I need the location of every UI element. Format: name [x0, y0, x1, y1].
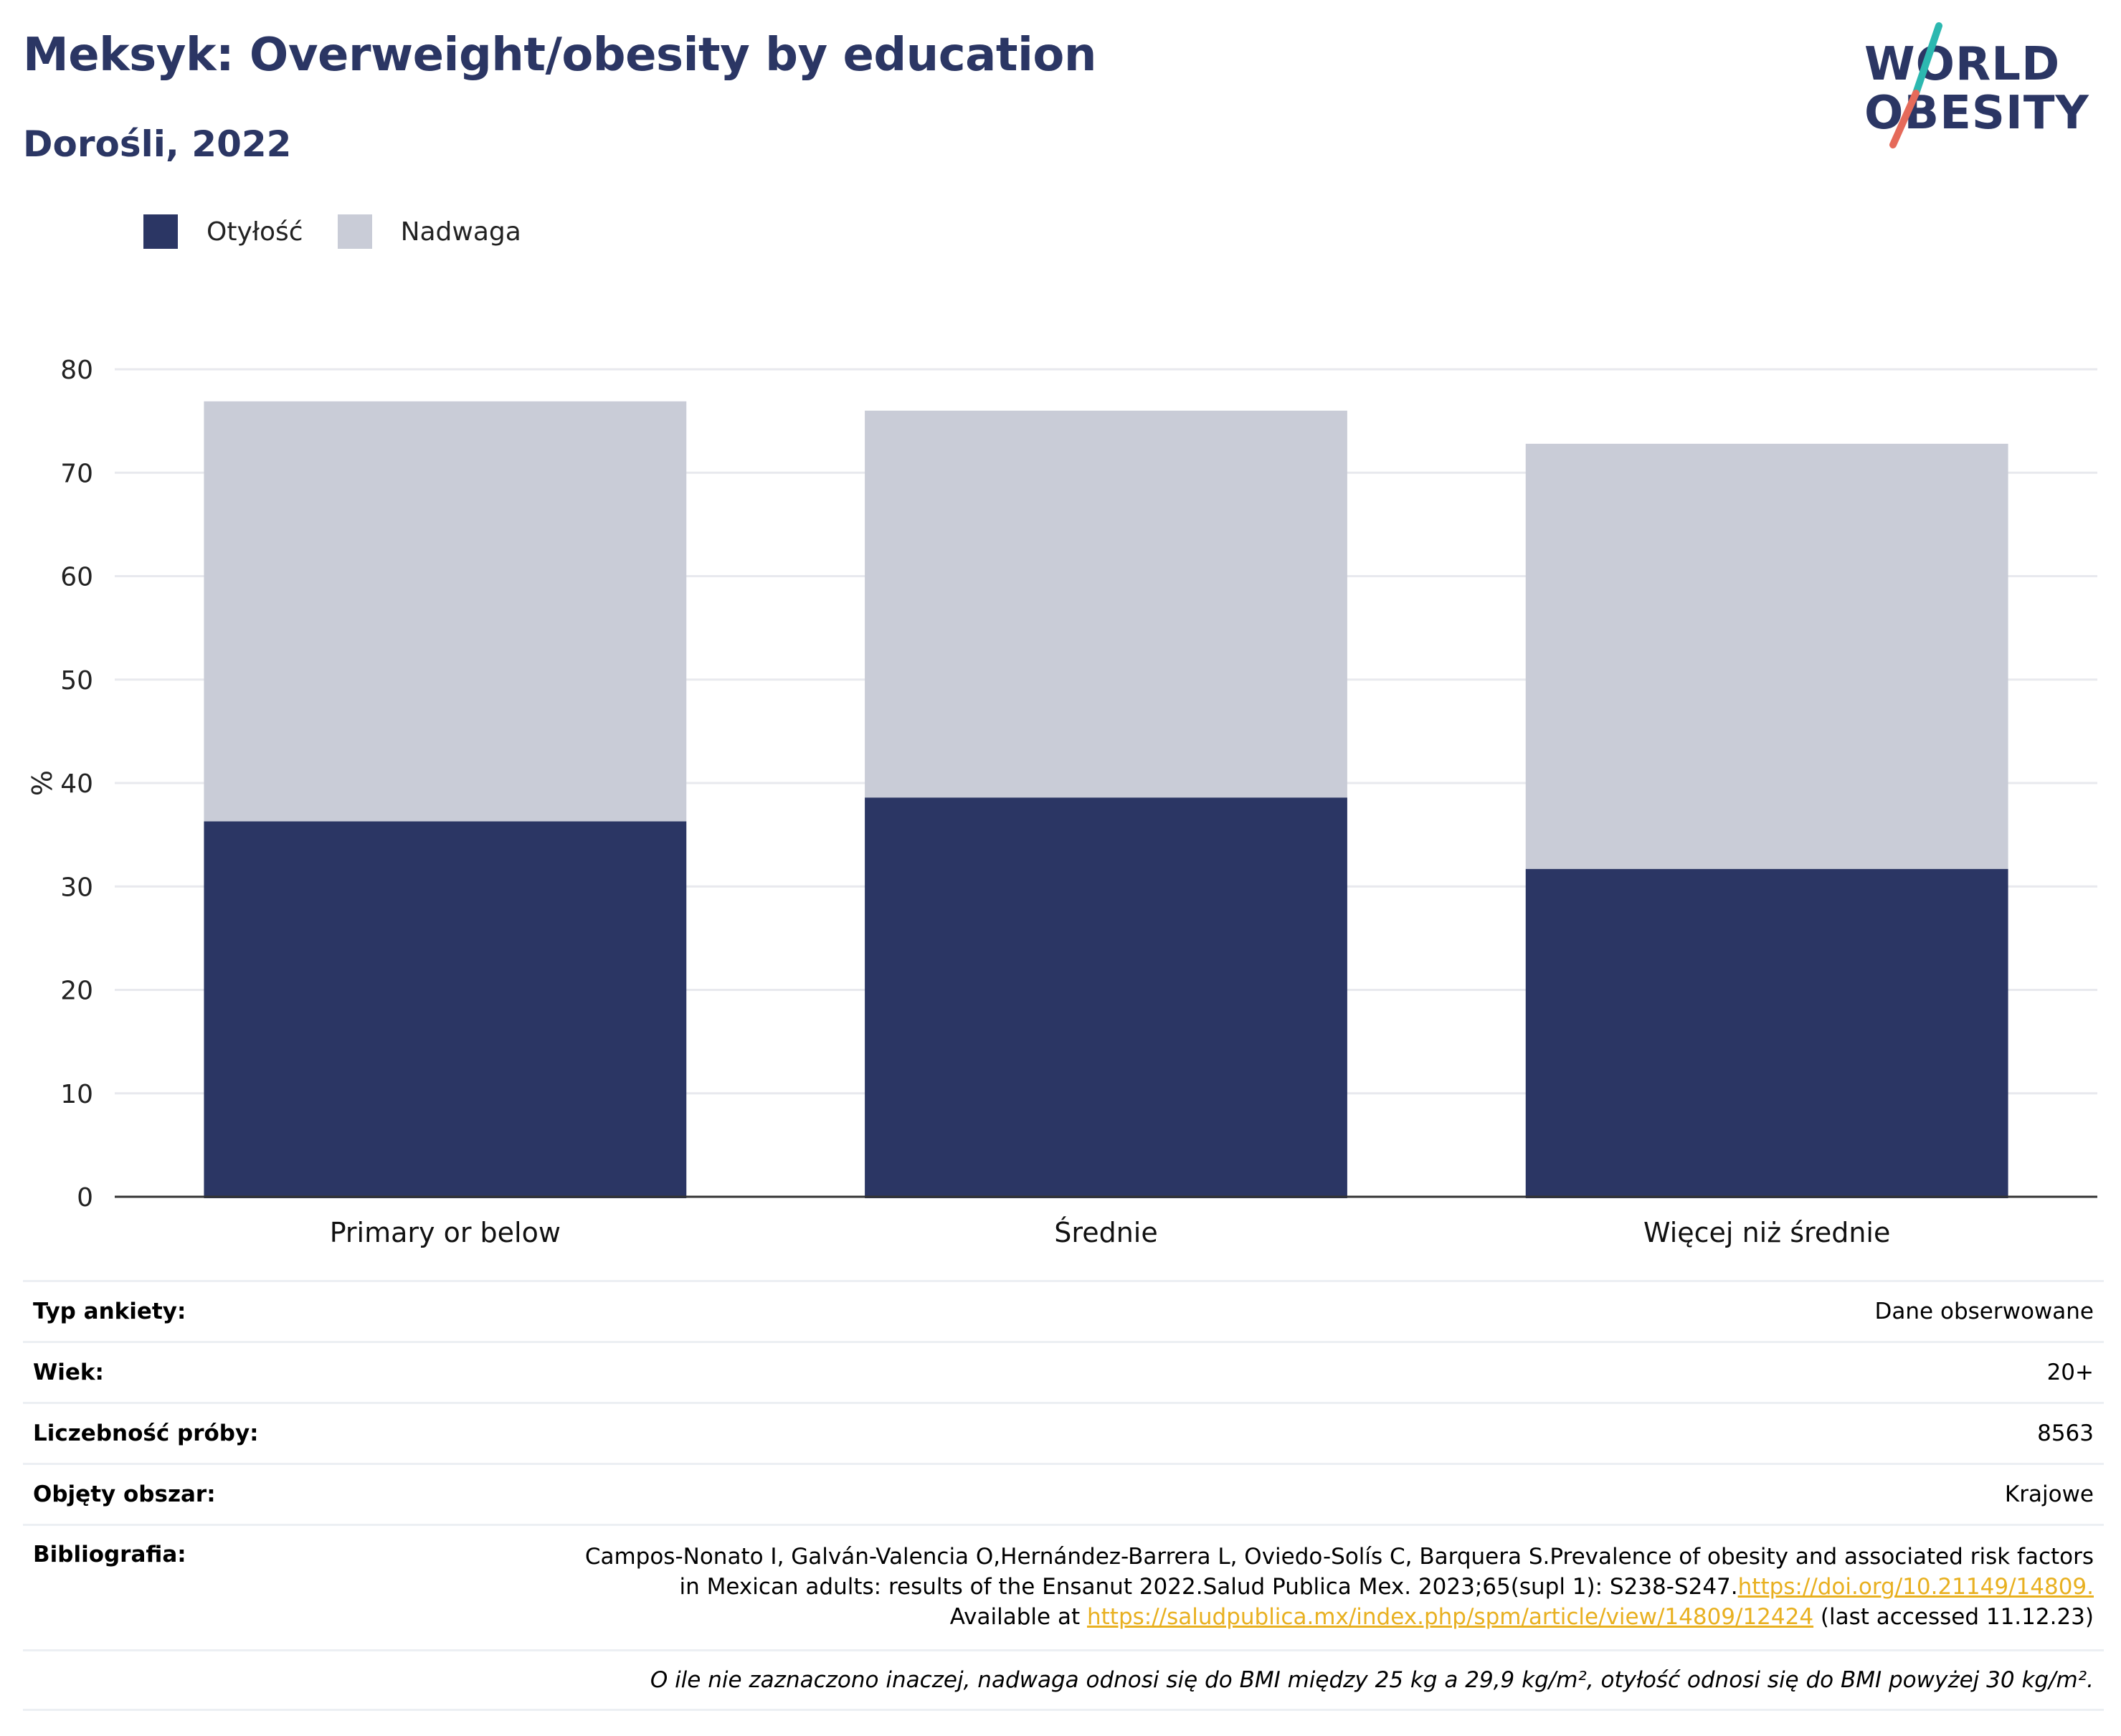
y-axis-label: %: [27, 770, 58, 796]
logo-letter: W: [1864, 38, 1916, 91]
legend-item-otylosc: Otyłość: [143, 214, 303, 249]
y-tick-label: 10: [60, 1080, 93, 1109]
last-accessed-text: (last accessed 11.12.23): [1813, 1604, 2094, 1630]
bmi-definition-note: O ile nie zaznaczono inaczej, nadwaga od…: [23, 1649, 2104, 1711]
bibliography-line-1: Campos-Nonato I, Galván-Valencia O,Herná…: [584, 1544, 2094, 1570]
page-subtitle: Dorośli, 2022: [23, 123, 292, 165]
info-table: Typ ankiety: Dane obserwowane Wiek: 20+ …: [23, 1280, 2104, 1711]
legend-item-nadwaga: Nadwaga: [337, 214, 521, 249]
info-row-survey-type: Typ ankiety: Dane obserwowane: [23, 1280, 2104, 1341]
source-link[interactable]: https://saludpublica.mx/index.php/spm/ar…: [1086, 1604, 1814, 1630]
stacked-bar-chart: 0 10 20 30 40 50 60 70 80% Primary or below Średni…: [27, 356, 2097, 1248]
info-key: Typ ankiety:: [33, 1299, 186, 1324]
info-key: Bibliografia:: [33, 1542, 186, 1567]
y-tick-label: 70: [60, 459, 93, 488]
bibliography-line-3: Available at https://saludpublica.mx/ind…: [585, 1602, 2094, 1632]
doi-link[interactable]: https://doi.org/10.21149/14809.: [1737, 1574, 2094, 1600]
available-at-text: Available at: [949, 1604, 1087, 1630]
logo-letter: RLD: [1955, 38, 2061, 91]
y-tick-label: 20: [60, 977, 93, 1006]
legend-swatch-otylosc: [143, 214, 178, 249]
info-value: Dane obserwowane: [1874, 1299, 2094, 1324]
info-row-bibliography: Bibliografia: Campos-Nonato I, Galván-Va…: [23, 1524, 2104, 1649]
bar-segment-obesity: [204, 821, 687, 1198]
info-row-age: Wiek: 20+: [23, 1341, 2104, 1402]
legend-label-otylosc: Otyłość: [207, 217, 303, 247]
y-tick-label: 30: [60, 873, 93, 902]
y-tick-label: 0: [77, 1183, 93, 1213]
bar-segment-overweight: [865, 410, 1347, 798]
bar-segment-overweight: [204, 401, 687, 822]
y-tick-label: 40: [60, 769, 93, 799]
bibliography-text: Campos-Nonato I, Galván-Valencia O,Herná…: [585, 1542, 2094, 1632]
info-value: Krajowe: [2004, 1481, 2094, 1507]
info-row-sample-size: Liczebność próby: 8563: [23, 1402, 2104, 1463]
bar-segment-obesity: [865, 797, 1347, 1198]
info-row-coverage: Objęty obszar: Krajowe: [23, 1463, 2104, 1524]
world-obesity-logo: WORLD OBESITY: [1864, 22, 2108, 151]
info-value: 20+: [2046, 1360, 2094, 1385]
logo-slash-icon: [1889, 22, 1942, 148]
legend-label-nadwaga: Nadwaga: [400, 217, 521, 247]
bibliography-line-2: in Mexican adults: results of the Ensanu…: [585, 1572, 2094, 1602]
chart-legend: Otyłość Nadwaga: [143, 214, 556, 250]
logo-line-1: WORLD: [1864, 42, 2060, 87]
page-title: Meksyk: Overweight/obesity by education: [23, 29, 1096, 82]
info-key: Objęty obszar:: [33, 1481, 216, 1507]
bar-segment-obesity: [1525, 868, 2008, 1198]
legend-swatch-nadwaga: [337, 214, 372, 249]
info-value: 8563: [2037, 1420, 2094, 1446]
x-tick-label: Średnie: [1054, 1217, 1157, 1248]
y-tick-label: 60: [60, 563, 93, 592]
bibliography-citation: in Mexican adults: results of the Ensanu…: [679, 1574, 1738, 1600]
logo-letter: BESITY: [1904, 87, 2089, 140]
x-tick-label: Więcej niż średnie: [1643, 1217, 1890, 1248]
y-tick-label: 80: [60, 356, 93, 385]
info-key: Wiek:: [33, 1360, 104, 1385]
info-key: Liczebność próby:: [33, 1420, 259, 1446]
y-tick-label: 50: [60, 666, 93, 696]
logo-line-2: OBESITY: [1864, 90, 2089, 136]
bar-segment-overweight: [1525, 443, 2008, 869]
x-tick-label: Primary or below: [330, 1217, 561, 1248]
